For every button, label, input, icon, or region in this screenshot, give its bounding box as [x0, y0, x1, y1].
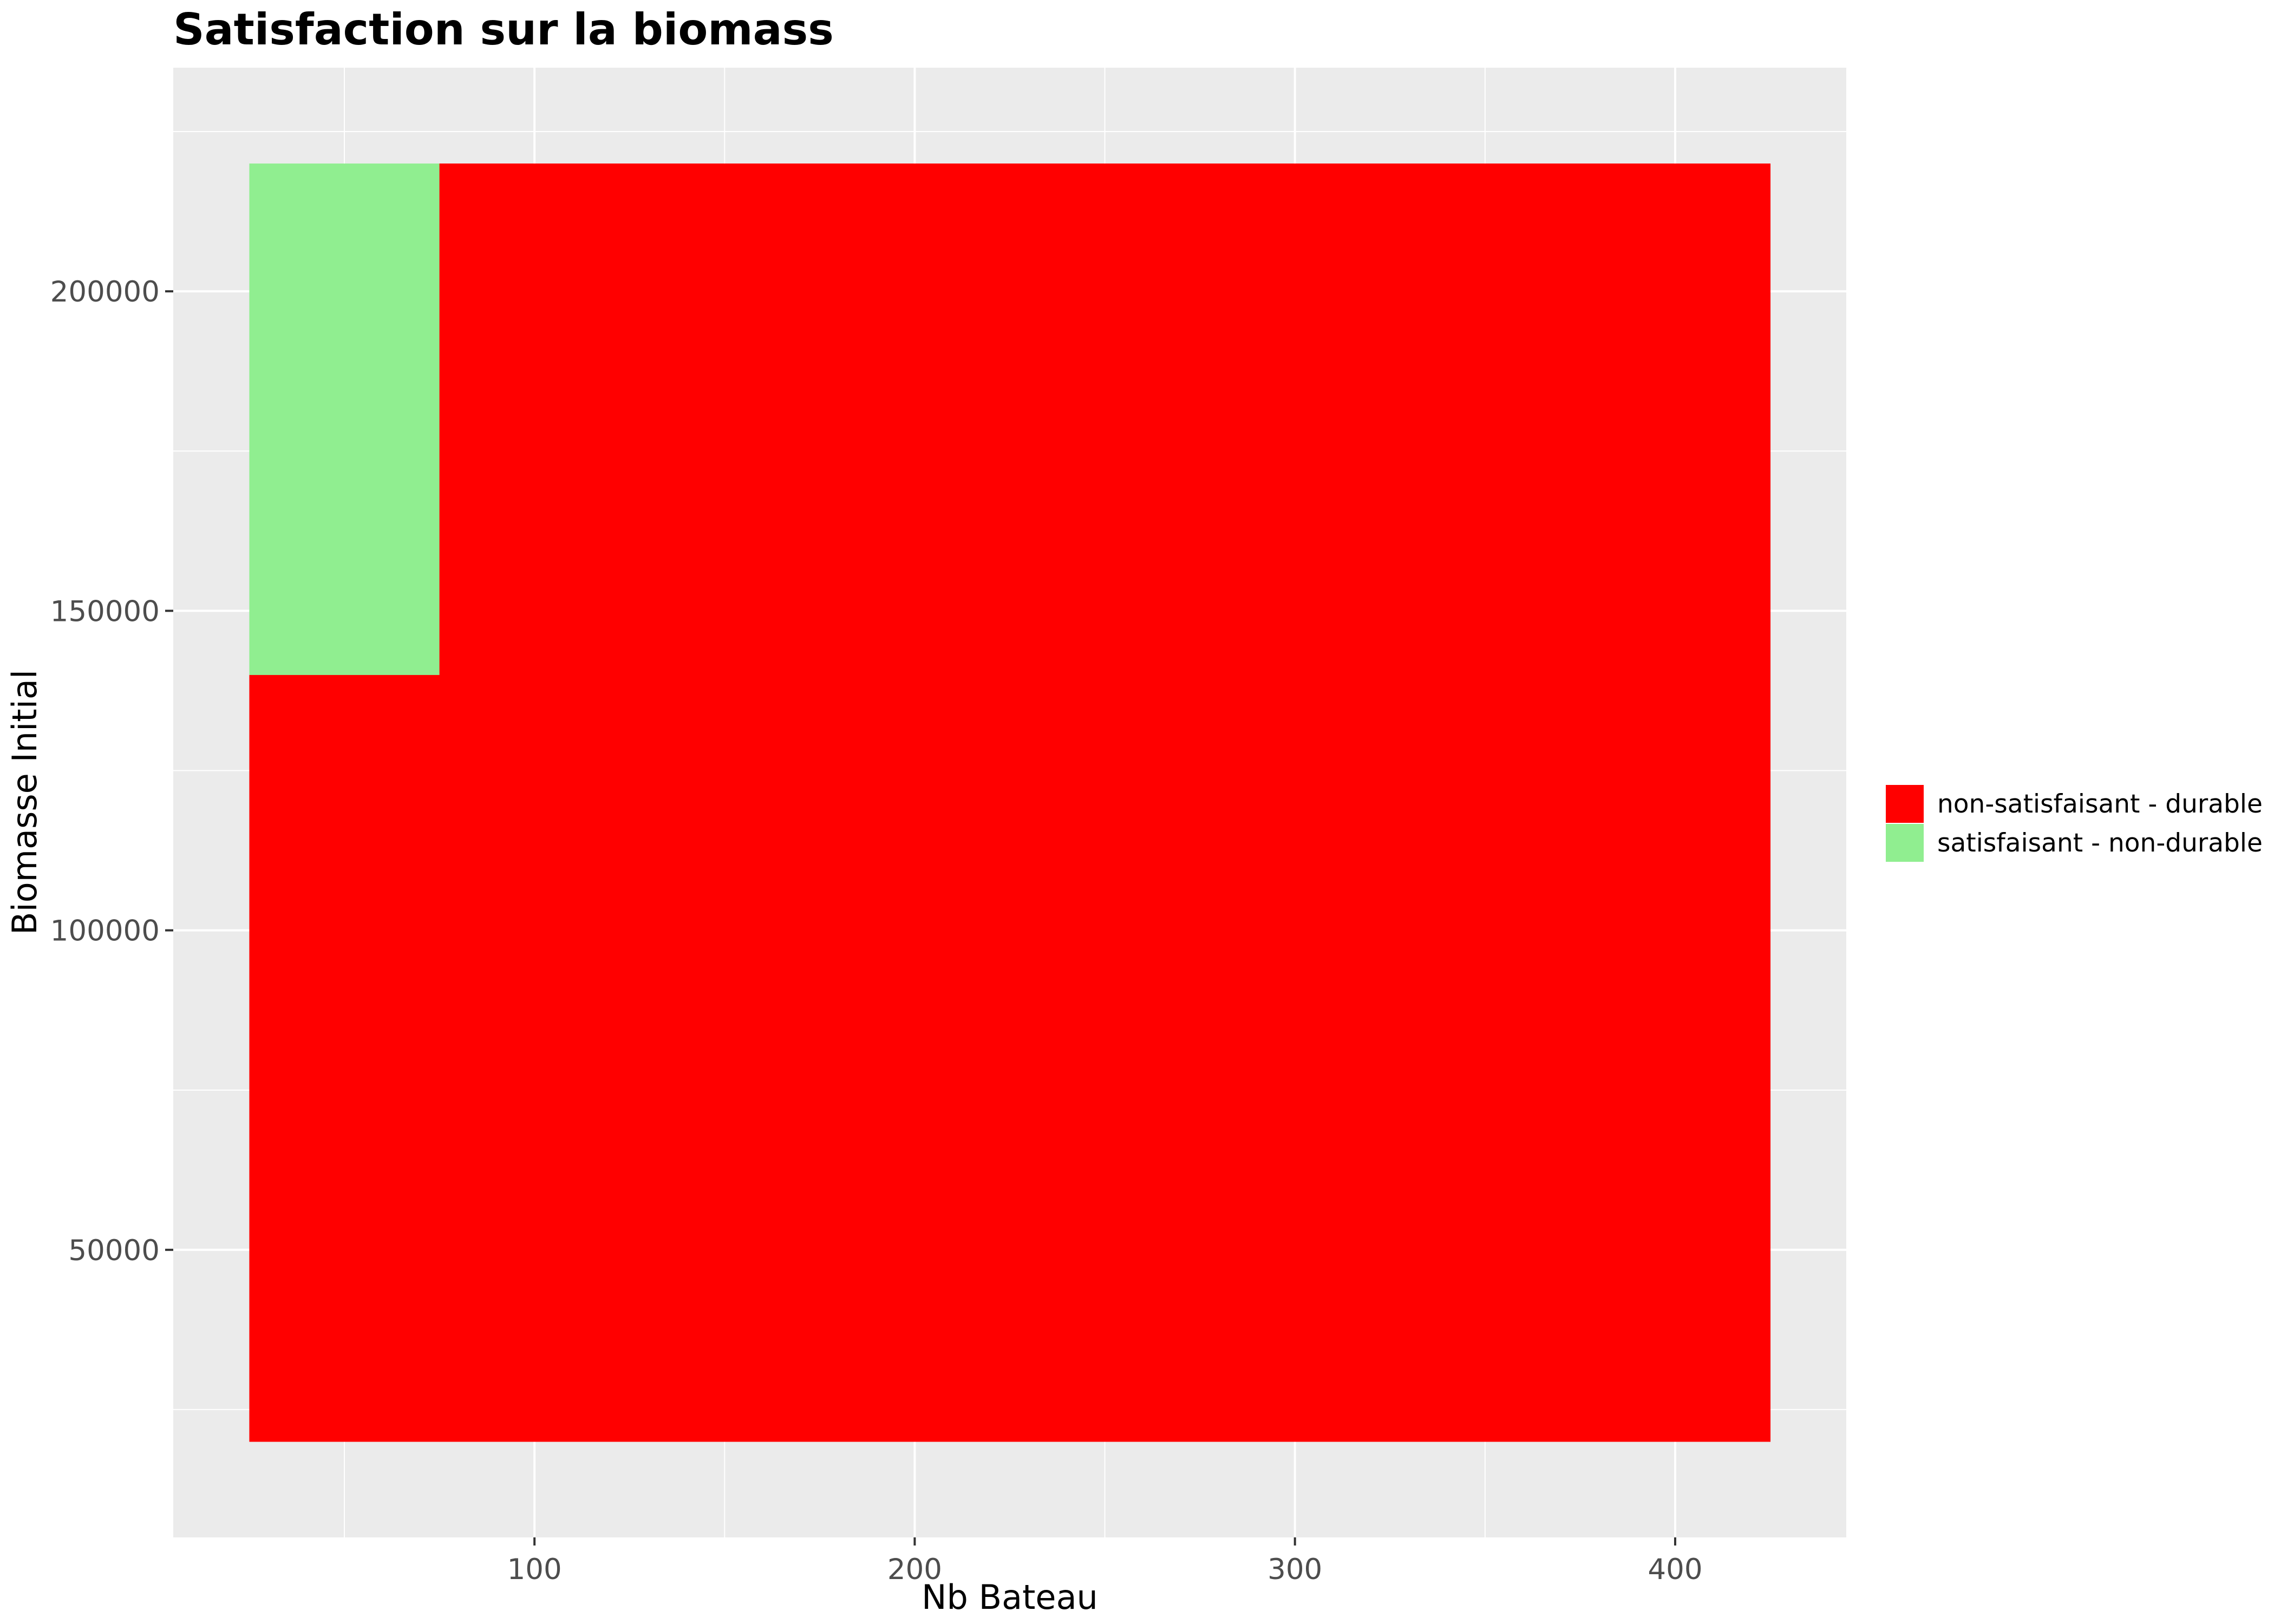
- tile: [249, 163, 440, 675]
- chart-title: Satisfaction sur la biomass: [173, 4, 834, 55]
- tiles: [249, 163, 1771, 1442]
- x-tick-label: 400: [1648, 1553, 1702, 1586]
- legend-label: satisfaisant - non-durable: [1937, 828, 2263, 858]
- x-tick-label: 200: [887, 1553, 942, 1586]
- x-tick-label: 300: [1267, 1553, 1322, 1586]
- legend-key: [1886, 824, 1924, 862]
- tile: [439, 163, 1771, 1442]
- x-tick-label: 100: [507, 1553, 562, 1586]
- tile: [249, 675, 440, 1442]
- y-tick-label: 100000: [50, 915, 160, 948]
- y-axis-title: Biomasse Initial: [5, 670, 44, 935]
- y-axis: 50000 100000 150000 200000: [50, 276, 173, 1267]
- x-axis-title: Nb Bateau: [922, 1577, 1098, 1617]
- legend: non-satisfaisant - durable satisfaisant -…: [1886, 785, 2263, 862]
- legend-label: non-satisfaisant - durable: [1937, 789, 2263, 819]
- x-axis: 100 200 300 400: [507, 1537, 1703, 1586]
- y-tick-label: 50000: [68, 1234, 160, 1267]
- legend-key: [1886, 785, 1924, 823]
- y-tick-label: 150000: [50, 595, 160, 628]
- y-tick-label: 200000: [50, 276, 160, 309]
